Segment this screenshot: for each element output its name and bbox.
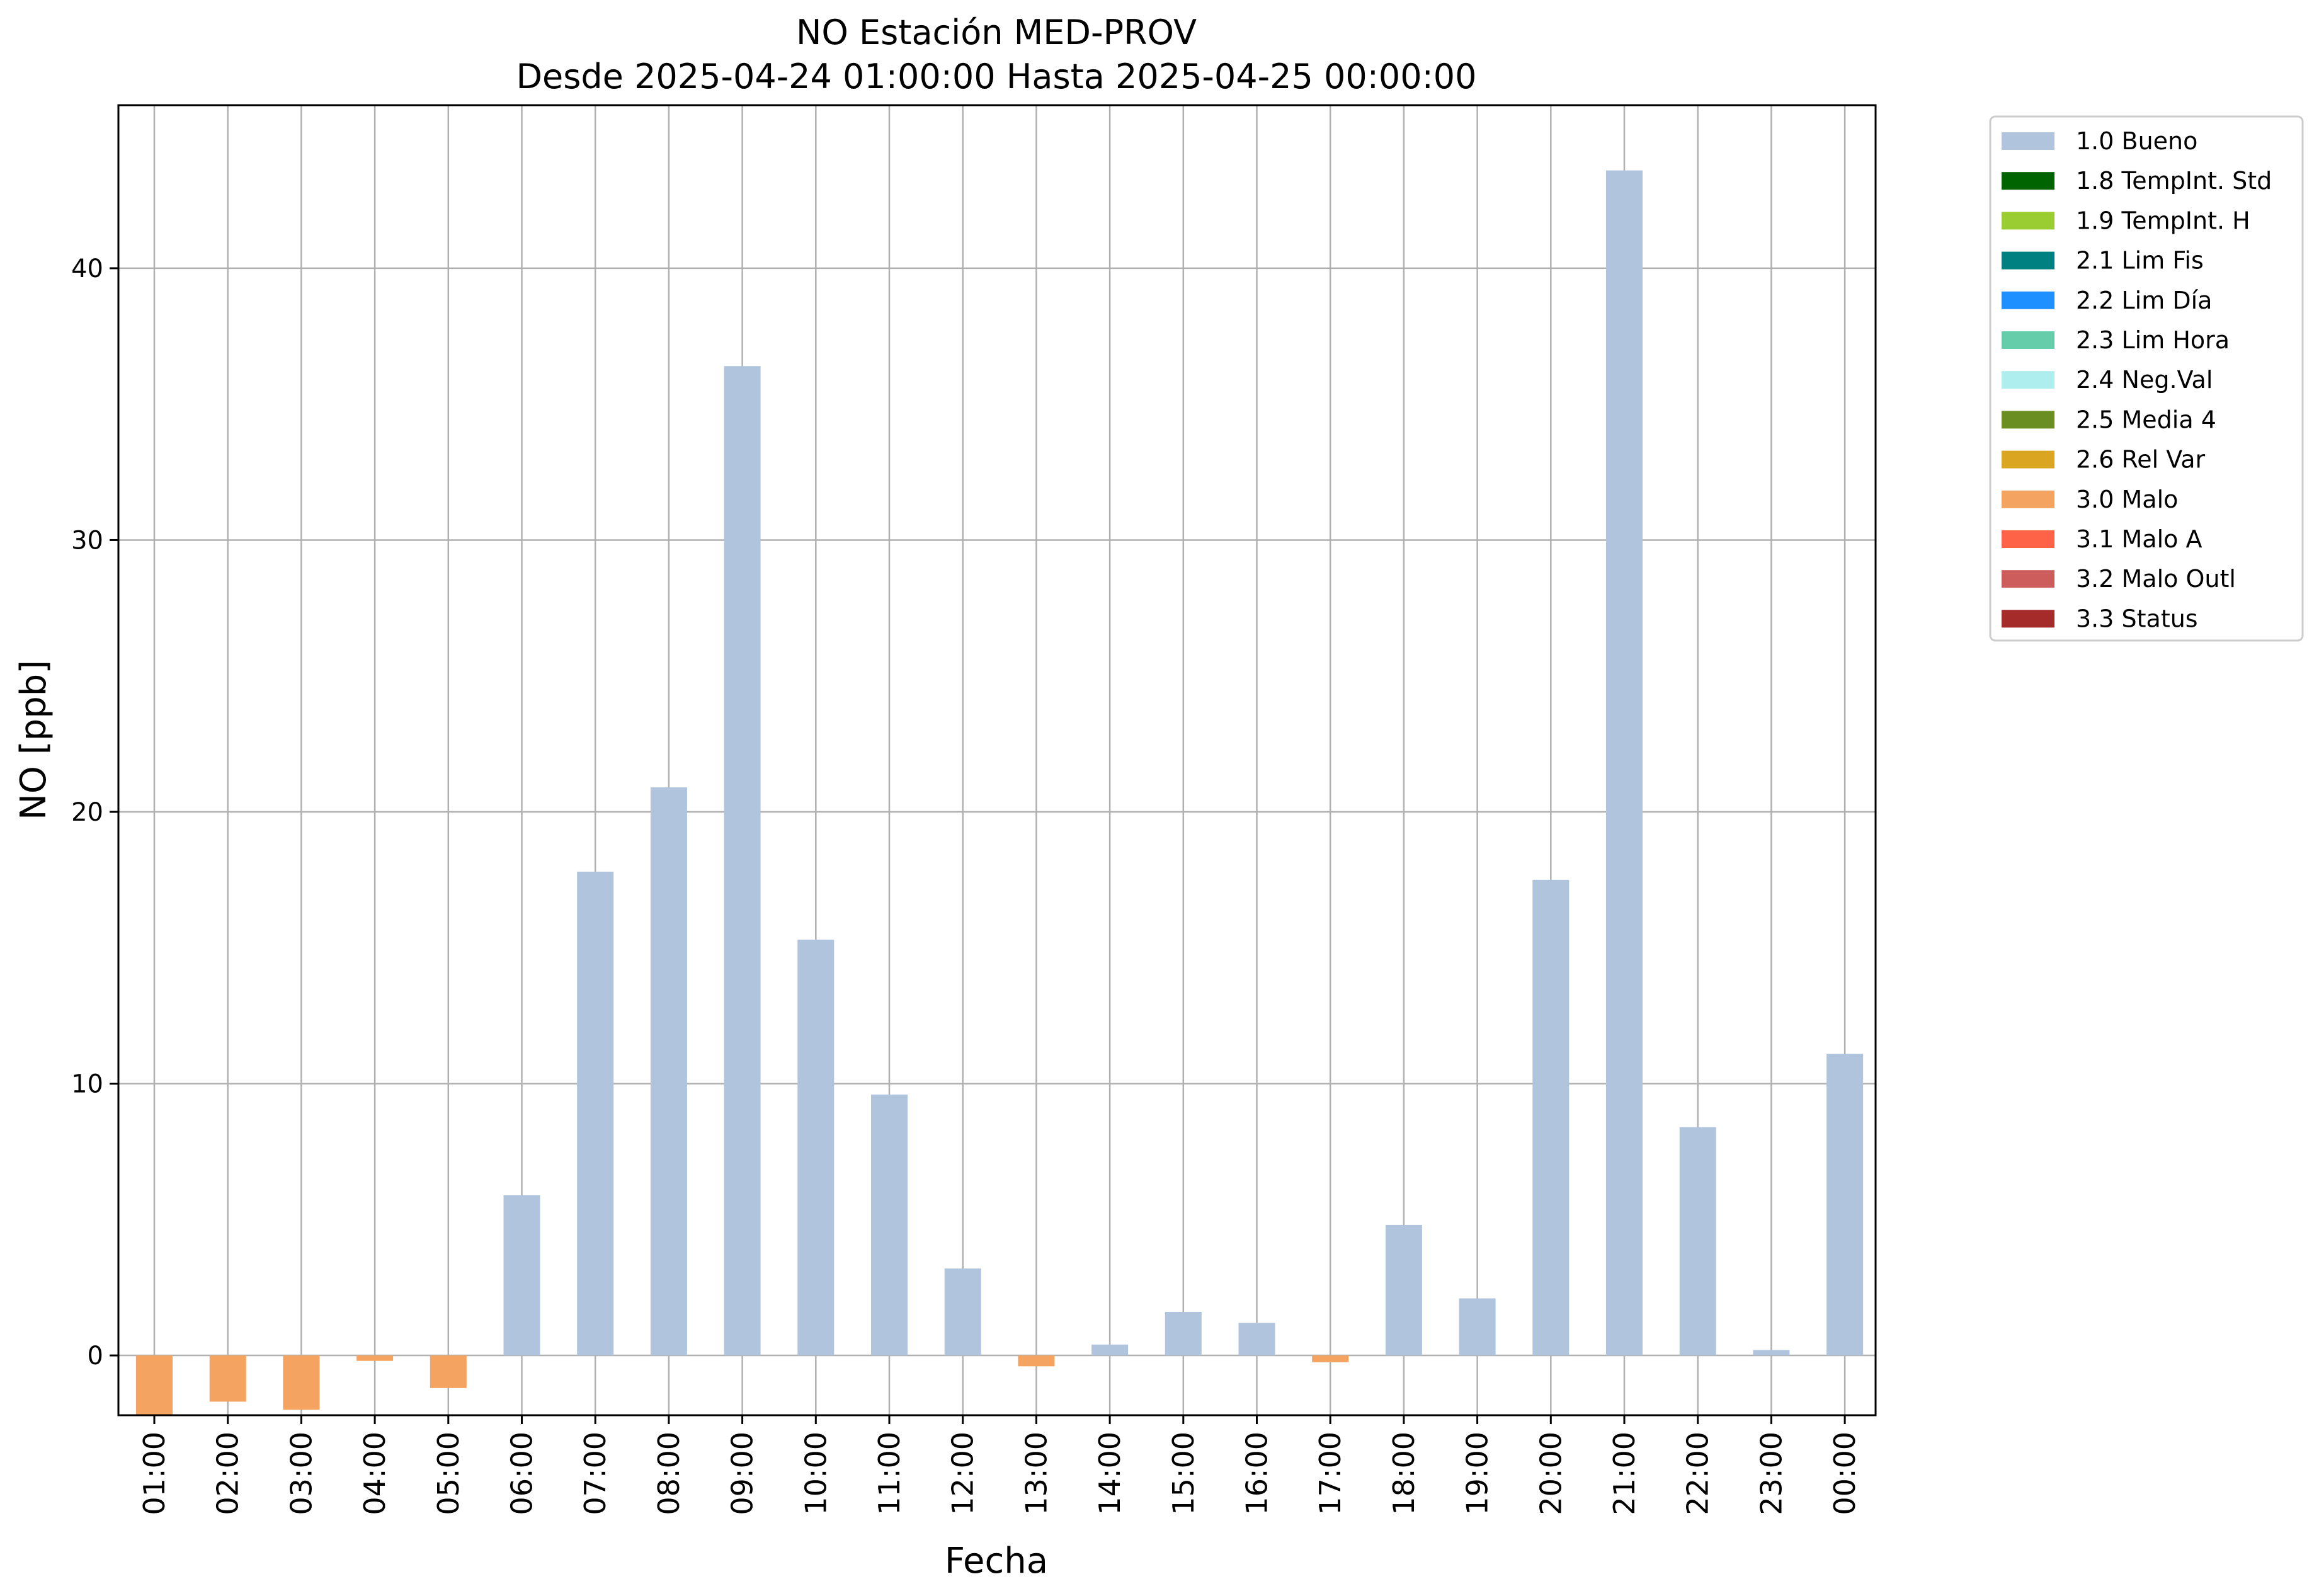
y-tick-label: 20 xyxy=(71,798,103,827)
bar-04:00 xyxy=(356,1355,394,1361)
x-tick-label: 09:00 xyxy=(726,1432,760,1515)
bar-08:00 xyxy=(650,787,687,1356)
bar-09:00 xyxy=(724,366,761,1356)
x-tick-label: 03:00 xyxy=(284,1432,318,1515)
chart-title-line2: Desde 2025-04-24 01:00:00 Hasta 2025-04-… xyxy=(516,57,1476,96)
bar-00:00 xyxy=(1826,1054,1864,1356)
y-tick-label: 40 xyxy=(71,254,103,283)
x-tick-label: 15:00 xyxy=(1166,1432,1200,1515)
y-axis-label: NO [ppb] xyxy=(13,660,54,820)
x-tick-label: 04:00 xyxy=(358,1432,392,1515)
y-ticks: 0 10 20 30 40 xyxy=(71,254,118,1371)
legend-label: 2.1 Lim Fis xyxy=(2076,247,2204,275)
x-tick-label: 14:00 xyxy=(1093,1432,1127,1515)
bar-11:00 xyxy=(871,1094,908,1356)
legend-swatch xyxy=(2002,411,2054,429)
bar-14:00 xyxy=(1091,1344,1129,1356)
legend: 1.0 Bueno 1.8 TempInt. Std 1.9 TempInt. H 2… xyxy=(1989,115,2304,642)
legend-swatch xyxy=(2002,172,2054,190)
x-tick-label: 21:00 xyxy=(1607,1432,1641,1515)
legend-label: 3.2 Malo Outl xyxy=(2076,565,2236,593)
bar-01:00 xyxy=(136,1355,173,1415)
legend-swatch xyxy=(2002,212,2054,230)
bar-07:00 xyxy=(577,871,614,1356)
x-tick-label: 23:00 xyxy=(1754,1432,1788,1515)
bar-05:00 xyxy=(430,1355,467,1388)
y-tick-label: 30 xyxy=(71,526,103,555)
legend-label: 1.9 TempInt. H xyxy=(2076,207,2250,234)
bar-17:00 xyxy=(1312,1355,1349,1362)
x-tick-label: 16:00 xyxy=(1240,1432,1274,1515)
legend-box xyxy=(1989,115,2304,642)
bars xyxy=(136,170,1864,1415)
x-tick-label: 01:00 xyxy=(137,1432,171,1515)
bar-15:00 xyxy=(1165,1312,1202,1356)
bar-21:00 xyxy=(1606,170,1643,1356)
legend-label: 3.0 Malo xyxy=(2076,486,2178,513)
legend-swatch xyxy=(2002,530,2054,548)
x-tick-label: 18:00 xyxy=(1387,1432,1421,1515)
legend-swatch xyxy=(2002,450,2054,469)
bar-12:00 xyxy=(944,1268,981,1356)
legend-label: 2.3 Lim Hora xyxy=(2076,326,2230,354)
legend-swatch xyxy=(2002,610,2054,628)
x-tick-label: 12:00 xyxy=(946,1432,980,1515)
legend-label: 2.4 Neg.Val xyxy=(2076,366,2213,394)
bar-16:00 xyxy=(1238,1323,1275,1356)
x-tick-label: 08:00 xyxy=(652,1432,686,1515)
legend-swatch xyxy=(2002,490,2054,508)
x-tick-label: 22:00 xyxy=(1681,1432,1715,1515)
legend-label: 2.5 Media 4 xyxy=(2076,406,2216,433)
bar-10:00 xyxy=(797,939,835,1356)
bar-06:00 xyxy=(503,1195,540,1356)
x-tick-label: 05:00 xyxy=(431,1432,465,1515)
plot-frame xyxy=(117,104,1877,1416)
x-tick-label: 11:00 xyxy=(872,1432,906,1515)
x-tick-label: 07:00 xyxy=(578,1432,612,1515)
x-tick-label: 17:00 xyxy=(1313,1432,1347,1515)
legend-label: 1.0 Bueno xyxy=(2076,127,2197,155)
x-ticks: 01:00 02:00 03:00 04:00 05:00 06:00 07:00 08:00… xyxy=(137,1415,1862,1515)
x-tick-label: 02:00 xyxy=(211,1432,245,1515)
x-tick-label: 10:00 xyxy=(799,1432,833,1515)
bar-02:00 xyxy=(209,1355,246,1402)
bar-19:00 xyxy=(1459,1298,1496,1356)
bar-20:00 xyxy=(1532,879,1570,1356)
bar-23:00 xyxy=(1753,1350,1790,1356)
bar-22:00 xyxy=(1679,1127,1716,1356)
x-tick-label: 06:00 xyxy=(505,1432,539,1515)
bar-03:00 xyxy=(283,1355,320,1410)
legend-swatch xyxy=(2002,570,2054,588)
grid xyxy=(118,105,1876,1415)
legend-swatch xyxy=(2002,132,2054,150)
legend-swatch xyxy=(2002,291,2054,309)
x-axis-label: Fecha xyxy=(945,1541,1048,1582)
chart-title-line1: NO Estación MED-PROV xyxy=(796,13,1197,52)
legend-label: 3.3 Status xyxy=(2076,605,2198,632)
x-tick-label: 00:00 xyxy=(1828,1432,1862,1515)
x-tick-label: 19:00 xyxy=(1461,1432,1495,1515)
legend-swatch xyxy=(2002,251,2054,270)
legend-swatch xyxy=(2002,371,2054,389)
legend-label: 2.2 Lim Día xyxy=(2076,287,2212,314)
bar-18:00 xyxy=(1385,1224,1422,1356)
x-tick-label: 13:00 xyxy=(1019,1432,1053,1515)
legend-label: 1.8 TempInt. Std xyxy=(2076,167,2272,195)
legend-label: 3.1 Malo A xyxy=(2076,525,2202,553)
y-tick-label: 10 xyxy=(71,1070,103,1099)
y-tick-label: 0 xyxy=(88,1342,103,1371)
x-tick-label: 20:00 xyxy=(1534,1432,1568,1515)
legend-swatch xyxy=(2002,331,2054,349)
legend-label: 2.6 Rel Var xyxy=(2076,446,2206,474)
bar-13:00 xyxy=(1018,1355,1055,1367)
